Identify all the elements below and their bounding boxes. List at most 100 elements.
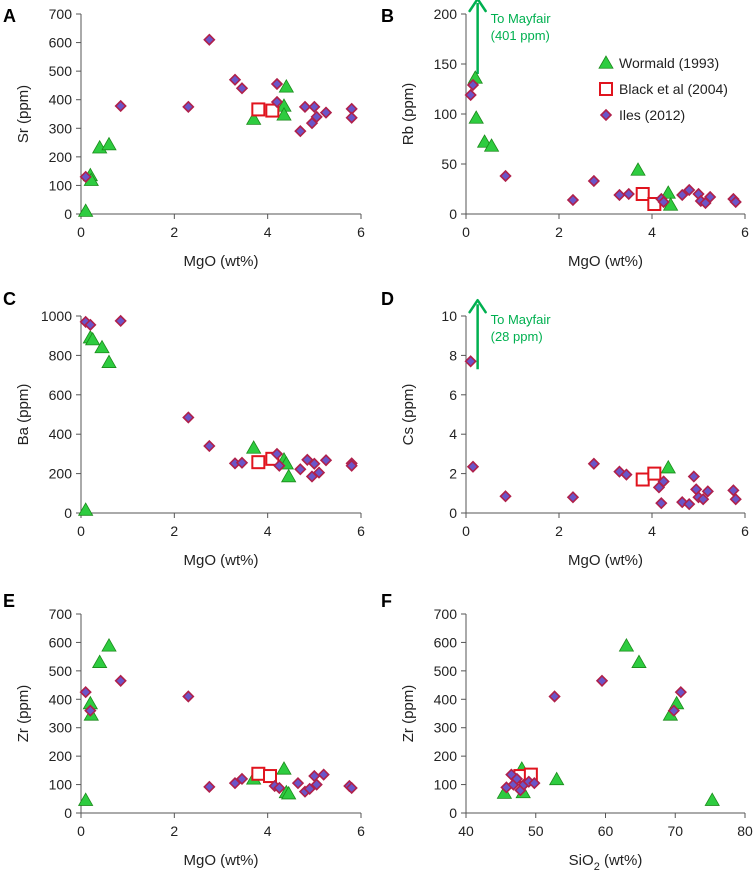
y-tick-label: 10 — [441, 308, 457, 324]
data-point-triangle — [548, 771, 565, 786]
y-tick-label: 300 — [49, 120, 73, 136]
data-point-triangle — [91, 654, 108, 668]
y-tick-label: 700 — [434, 606, 458, 622]
y-tick-label: 400 — [49, 691, 73, 707]
panel-e: E 0 100 200 300 400 500 600 700 0 2 4 6 MgO (wt%) Zr (… — [3, 591, 365, 869]
x-axis-label: SiO2 (wt%) — [569, 852, 643, 873]
x-tick-label: 6 — [741, 523, 749, 539]
data-point-diamond — [317, 768, 330, 781]
data-point-diamond — [613, 188, 626, 202]
y-tick-label: 200 — [49, 748, 73, 764]
data-point-square — [635, 187, 650, 201]
y-tick-label: 150 — [434, 56, 458, 72]
data-point-diamond — [683, 183, 696, 197]
data-point-diamond — [203, 780, 216, 793]
data-point-diamond — [683, 498, 696, 511]
data-point-diamond — [308, 769, 321, 783]
x-tick-label: 60 — [598, 823, 614, 839]
series-diamond — [79, 33, 358, 183]
y-tick-label: 600 — [434, 634, 458, 650]
y-axis-label: Zr (ppm) — [400, 685, 417, 743]
data-point-diamond — [270, 95, 284, 109]
data-point-square — [263, 769, 277, 784]
series-triangle — [77, 638, 297, 806]
legend-entry-label: Wormald (1993) — [619, 55, 719, 71]
data-point-triangle — [245, 440, 262, 454]
data-point-diamond — [294, 463, 307, 476]
data-point-diamond — [303, 782, 316, 795]
data-point-diamond — [308, 457, 321, 470]
data-point-diamond — [466, 78, 480, 92]
data-point-triangle — [483, 138, 500, 152]
series-square — [251, 451, 280, 470]
data-point-triangle — [84, 331, 101, 346]
y-tick-label: 600 — [49, 634, 73, 650]
data-point-square — [251, 766, 266, 781]
data-point-diamond — [701, 485, 714, 498]
x-tick-label: 6 — [357, 224, 365, 240]
legend-entry-label: Iles (2012) — [619, 107, 685, 123]
data-point-diamond — [655, 497, 668, 510]
data-point-triangle — [77, 203, 94, 217]
y-tick-label: 0 — [449, 206, 457, 222]
x-tick-label: 4 — [264, 224, 272, 240]
panel-d: D 0 2 4 6 8 10 0 2 4 6 MgO (wt%) Cs (ppm) To Mayfair (… — [381, 289, 749, 569]
series-diamond — [464, 78, 742, 210]
data-point-diamond — [84, 704, 97, 717]
panel-a: A 0 100 200 300 400 500 600 700 0 2 4 6 MgO (wt%) Sr (… — [3, 6, 365, 270]
data-point-square — [251, 455, 266, 470]
x-tick-label: 6 — [357, 823, 365, 839]
data-point-triangle — [476, 134, 493, 148]
data-point-triangle — [280, 468, 297, 483]
legend: Wormald (1993) Black et al (2004) Iles (20… — [598, 55, 728, 123]
x-tick-label: 4 — [648, 224, 656, 240]
y-tick-label: 8 — [449, 347, 457, 363]
data-point-triangle — [101, 354, 117, 368]
y-axis-label: Rb (ppm) — [400, 83, 417, 146]
y-tick-label: 400 — [434, 691, 458, 707]
data-point-diamond — [566, 491, 580, 504]
data-point-diamond — [587, 174, 601, 188]
data-point-diamond — [235, 456, 249, 469]
data-point-diamond — [466, 460, 480, 473]
data-point-diamond — [676, 188, 689, 202]
data-point-diamond — [510, 772, 524, 786]
data-point-triangle — [618, 638, 635, 652]
data-point-square — [647, 466, 662, 481]
y-tick-label: 6 — [449, 387, 457, 403]
mayfair-annotation-text: To Mayfair — [491, 11, 552, 26]
y-tick-label: 200 — [49, 466, 73, 482]
x-tick-label: 2 — [555, 224, 563, 240]
y-tick-label: 0 — [64, 206, 72, 222]
x-tick-label: 80 — [737, 823, 753, 839]
data-point-diamond — [345, 111, 358, 124]
data-point-diamond — [729, 493, 742, 506]
x-axis-label: MgO (wt%) — [568, 552, 643, 569]
data-point-triangle — [278, 79, 295, 93]
panel-b: B 0 50 100 150 200 0 2 4 6 MgO (wt%) Rb (ppm) To May… — [381, 0, 749, 270]
mayfair-annotation-text: (28 ppm) — [491, 329, 543, 344]
data-point-triangle — [77, 502, 94, 516]
data-point-triangle — [94, 339, 110, 354]
panel-label: D — [381, 289, 394, 309]
y-tick-label: 200 — [434, 748, 458, 764]
x-tick-label: 0 — [77, 823, 85, 839]
series-diamond — [500, 674, 687, 797]
data-point-diamond — [528, 777, 541, 790]
x-tick-label: 50 — [528, 823, 544, 839]
data-point-diamond — [464, 355, 477, 368]
y-axis-label: Sr (ppm) — [15, 85, 32, 143]
data-point-diamond — [319, 106, 333, 119]
data-point-diamond — [587, 457, 601, 470]
x-tick-label: 6 — [741, 224, 749, 240]
data-point-triangle — [468, 110, 484, 124]
y-tick-label: 300 — [49, 720, 73, 736]
data-point-triangle — [660, 185, 676, 199]
y-tick-label: 100 — [434, 777, 458, 793]
x-tick-label: 2 — [555, 523, 563, 539]
series-diamond — [79, 674, 358, 798]
data-point-diamond — [657, 475, 670, 488]
y-tick-label: 400 — [49, 92, 73, 108]
y-axis-label: Ba (ppm) — [15, 384, 32, 446]
